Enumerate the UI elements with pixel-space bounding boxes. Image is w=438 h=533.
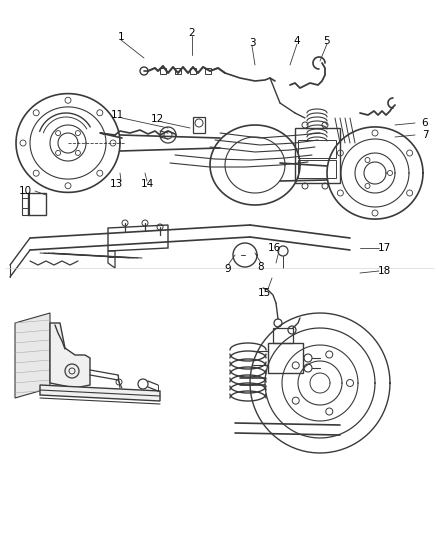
Text: 16: 16 xyxy=(267,243,280,253)
Text: 11: 11 xyxy=(110,110,124,120)
Text: 18: 18 xyxy=(377,266,390,276)
Text: 7: 7 xyxy=(421,130,427,140)
Text: 3: 3 xyxy=(248,38,255,48)
Text: 1: 1 xyxy=(117,32,124,42)
Text: 6: 6 xyxy=(421,118,427,128)
Text: 4: 4 xyxy=(293,36,300,46)
Bar xyxy=(272,328,292,343)
Bar xyxy=(193,117,205,133)
Text: 13: 13 xyxy=(109,179,122,189)
Text: 17: 17 xyxy=(377,243,390,253)
Text: 14: 14 xyxy=(140,179,153,189)
Text: 9: 9 xyxy=(224,264,231,274)
Bar xyxy=(190,68,195,74)
Bar xyxy=(22,193,29,215)
Text: 2: 2 xyxy=(188,28,195,38)
Bar xyxy=(175,68,180,74)
Bar xyxy=(159,68,166,74)
Bar xyxy=(297,160,335,178)
Text: 8: 8 xyxy=(257,262,264,272)
Text: 12: 12 xyxy=(150,114,163,124)
Polygon shape xyxy=(15,313,50,398)
Text: 5: 5 xyxy=(323,36,329,46)
Bar xyxy=(205,68,211,74)
Bar xyxy=(297,140,335,158)
Polygon shape xyxy=(50,323,90,388)
Text: 10: 10 xyxy=(18,186,32,196)
Text: 15: 15 xyxy=(257,288,270,298)
Bar xyxy=(28,193,46,215)
Polygon shape xyxy=(40,385,159,401)
Bar xyxy=(267,343,302,373)
Bar xyxy=(294,128,339,183)
